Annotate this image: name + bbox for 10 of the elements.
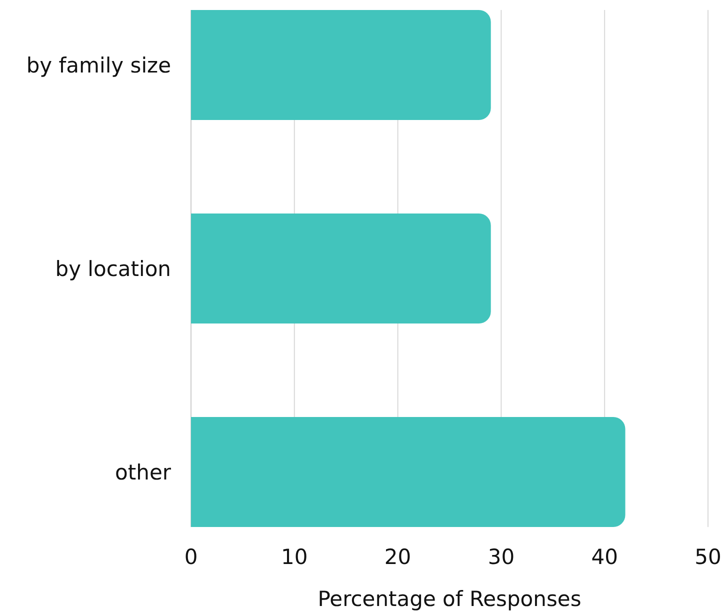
x-tick-label: 40 bbox=[591, 545, 618, 569]
x-tick-label: 10 bbox=[281, 545, 308, 569]
y-tick-label: by family size bbox=[26, 53, 171, 78]
x-tick-label: 30 bbox=[488, 545, 515, 569]
x-axis-title: Percentage of Responses bbox=[318, 587, 582, 611]
x-tick-label: 20 bbox=[384, 545, 412, 569]
x-tick-label: 0 bbox=[184, 545, 198, 569]
x-tick-label: 50 bbox=[694, 545, 722, 569]
y-tick-label: other bbox=[115, 460, 172, 484]
y-tick-label: by location bbox=[55, 256, 171, 281]
